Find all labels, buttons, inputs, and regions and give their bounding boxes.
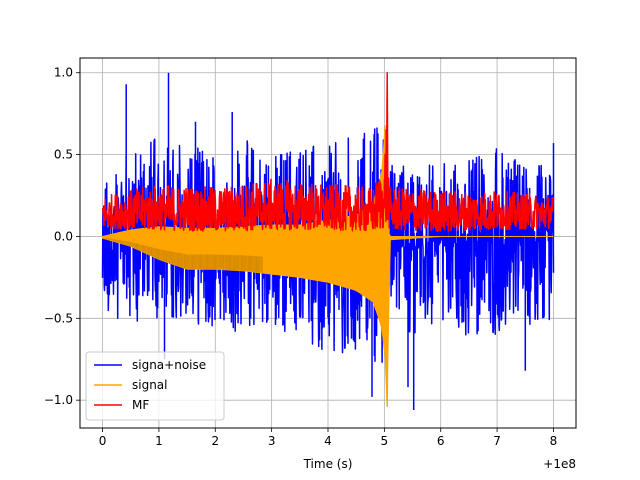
y-tick-label: −1.0 <box>44 393 73 407</box>
x-tick-label: 0 <box>99 434 107 448</box>
x-tick-label: 3 <box>268 434 276 448</box>
legend-entry: MF <box>132 398 149 412</box>
x-tick-label: 8 <box>550 434 558 448</box>
series-layer <box>101 71 555 410</box>
x-tick-label: 2 <box>211 434 219 448</box>
x-tick-label: 1 <box>155 434 163 448</box>
x-tick-label: 6 <box>437 434 445 448</box>
legend-box <box>85 351 225 421</box>
y-axis-ticks: −1.0 −0.5 0.0 0.5 1.0 <box>44 66 80 407</box>
x-tick-label: 4 <box>324 434 332 448</box>
x-tick-label: 7 <box>493 434 501 448</box>
series-line-mf <box>101 71 555 233</box>
legend-entry: signal <box>132 378 168 392</box>
series-spike-signal <box>384 220 390 407</box>
y-tick-label: 0.0 <box>54 229 73 243</box>
series-oscillation-signal <box>105 237 263 273</box>
series-line-signa-noise <box>101 72 555 410</box>
x-tick-label: 5 <box>381 434 389 448</box>
x-offset-label: +1e8 <box>543 457 576 471</box>
x-axis-label: Time (s) <box>303 457 353 471</box>
legend: signa+noise signal MF <box>85 351 225 421</box>
y-tick-label: 1.0 <box>54 66 73 80</box>
legend-entry: signa+noise <box>132 358 206 372</box>
x-axis-ticks: 0 1 2 3 4 5 6 7 8 <box>99 428 558 448</box>
y-tick-label: −0.5 <box>44 311 73 325</box>
y-tick-label: 0.5 <box>54 148 73 162</box>
